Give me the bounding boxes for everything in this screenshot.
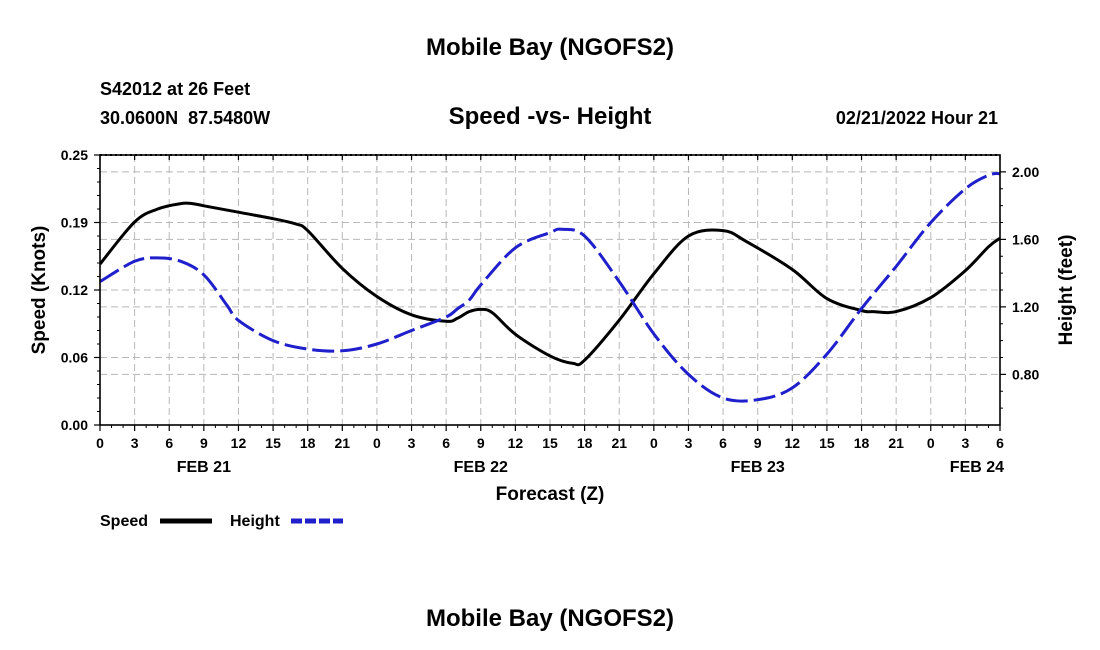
y-left-tick-label: 0.06 — [61, 350, 88, 366]
x-tick-label: 9 — [200, 435, 208, 451]
gridlines — [100, 155, 1000, 425]
x-tick-label: 15 — [265, 435, 281, 451]
x-tick-label: 9 — [477, 435, 485, 451]
legend: Speed Height — [100, 513, 343, 530]
day-label: FEB 21 — [177, 459, 231, 476]
x-tick-label: 6 — [719, 435, 727, 451]
y-right-tick-label: 2.00 — [1012, 164, 1039, 180]
y-right-tick-label: 1.60 — [1012, 231, 1039, 247]
x-tick-label: 21 — [888, 435, 904, 451]
x-tick-label: 18 — [854, 435, 870, 451]
y-right-tick-label: 0.80 — [1012, 366, 1039, 382]
x-tick-label: 3 — [131, 435, 139, 451]
x-tick-label: 0 — [373, 435, 381, 451]
x-axis-label: Forecast (Z) — [496, 484, 605, 505]
footer-title: Mobile Bay (NGOFS2) — [426, 605, 674, 632]
y-right-tick-label: 1.20 — [1012, 299, 1039, 315]
x-tick-label: 3 — [961, 435, 969, 451]
y-left-tick-label: 0.00 — [61, 417, 88, 433]
y-left-tick-label: 0.25 — [61, 147, 88, 163]
day-label: FEB 22 — [454, 459, 508, 476]
x-tick-label: 18 — [577, 435, 593, 451]
day-label: FEB 23 — [731, 459, 785, 476]
x-tick-label: 9 — [754, 435, 762, 451]
legend-label-speed: Speed — [100, 513, 148, 530]
x-tick-label: 12 — [231, 435, 247, 451]
series-line-height — [99, 172, 1001, 403]
x-tick-label: 3 — [685, 435, 693, 451]
x-tick-label: 12 — [508, 435, 524, 451]
coordinates-label: 30.0600N 87.5480W — [100, 108, 270, 128]
x-tick-label: 0 — [927, 435, 935, 451]
x-tick-label: 21 — [335, 435, 351, 451]
x-tick-label: 12 — [785, 435, 801, 451]
x-tick-label: 6 — [165, 435, 173, 451]
x-tick-label: 15 — [819, 435, 835, 451]
legend-label-height: Height — [230, 513, 280, 530]
date-label: 02/21/2022 Hour 21 — [836, 108, 998, 128]
chart-title: Speed -vs- Height — [449, 103, 652, 130]
series-line-speed — [98, 201, 1001, 367]
x-tick-label: 6 — [442, 435, 450, 451]
y-left-tick-label: 0.12 — [61, 282, 88, 298]
page-title: Mobile Bay (NGOFS2) — [426, 34, 674, 61]
x-tick-label: 0 — [96, 435, 104, 451]
day-label: FEB 24 — [950, 459, 1004, 476]
x-tick-label: 21 — [611, 435, 627, 451]
y-axis-right-label: Height (feet) — [1056, 235, 1077, 346]
y-left-tick-label: 0.19 — [61, 215, 88, 231]
series-lines — [98, 172, 1001, 403]
x-tick-label: 6 — [996, 435, 1004, 451]
y-axis-left-label: Speed (Knots) — [29, 226, 50, 355]
tick-marks-and-labels: 0 3 6 9 12 15 18 21 0 3 6 9 12 15 18 21 0 3 6 9 12 15 18 21 0 3 6F… — [61, 147, 1040, 476]
station-label: S42012 at 26 Feet — [100, 79, 250, 99]
x-tick-label: 15 — [542, 435, 558, 451]
x-tick-label: 3 — [408, 435, 416, 451]
x-tick-label: 18 — [300, 435, 316, 451]
x-tick-label: 0 — [650, 435, 658, 451]
